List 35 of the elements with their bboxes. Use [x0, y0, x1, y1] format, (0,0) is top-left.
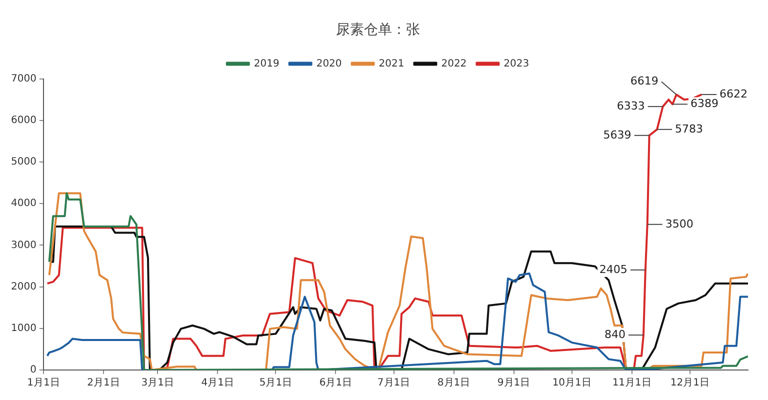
- y-tick-label: 2000: [10, 281, 36, 292]
- x-tick-label: 5月1日: [259, 378, 292, 389]
- annotation: 3500: [665, 217, 694, 230]
- y-tick-label: 0: [30, 364, 36, 376]
- x-tick-label: 11月1日: [612, 378, 652, 389]
- y-tick-label: 1000: [10, 322, 36, 334]
- x-tick-label: 4月1日: [201, 378, 234, 389]
- x-tick-label: 8月1日: [437, 378, 470, 389]
- y-tick-label: 6000: [10, 114, 36, 126]
- annotation: 6333: [616, 99, 645, 112]
- annotation: 6389: [690, 97, 719, 110]
- x-tick-label: 2月1日: [87, 378, 120, 389]
- annotation: 2405: [599, 262, 628, 276]
- y-tick-label: 3000: [10, 240, 36, 251]
- annotation: 6619: [630, 74, 658, 88]
- legend-label: 2020: [316, 58, 342, 70]
- x-tick-label: 9月1日: [497, 378, 530, 389]
- y-tick-label: 7000: [10, 73, 36, 84]
- legend-label: 2019: [254, 58, 280, 70]
- annotation: 6622: [720, 87, 748, 100]
- x-tick-label: 10月1日: [552, 378, 592, 389]
- y-tick-label: 4000: [10, 198, 36, 210]
- x-tick-label: 3月1日: [141, 378, 174, 389]
- x-tick-label: 6月1日: [319, 378, 352, 389]
- x-tick-label: 12月1日: [670, 378, 710, 389]
- annotation: 5783: [675, 122, 704, 136]
- annotation: 840: [604, 328, 626, 341]
- annotation: 5639: [603, 128, 632, 142]
- legend-label: 2022: [441, 58, 467, 70]
- y-tick-label: 5000: [10, 156, 36, 168]
- x-tick-label: 1月1日: [27, 378, 60, 389]
- legend-label: 2023: [504, 58, 530, 70]
- legend-label: 2021: [378, 58, 404, 70]
- x-tick-label: 7月1日: [377, 378, 410, 389]
- chart-title: 尿素仓单：张: [336, 22, 420, 38]
